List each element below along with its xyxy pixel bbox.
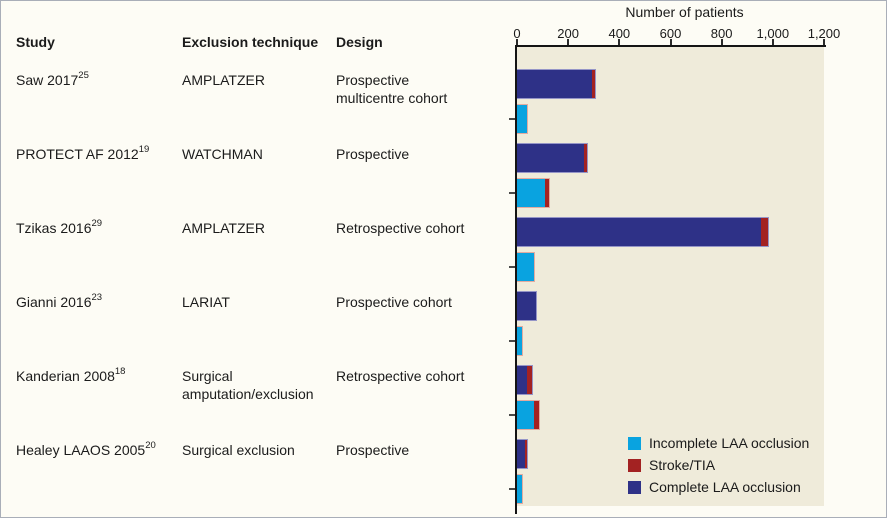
segment-incomplete-occlusion [517,253,534,281]
legend-swatch-incomplete-laa-occlusion [628,436,641,450]
legend-item-stroke-tia: Stroke/TIA [628,457,715,473]
segment-incomplete-occlusion [517,105,528,133]
study-cell-healey-laaos-2005: Healey LAAOS 200520 [16,440,156,458]
bar-incomplete-saw-2017 [517,104,529,134]
technique-cell-protect-af-2012: WATCHMAN [182,146,263,162]
bar-complete-protect-af-2012 [517,143,589,173]
bar-complete-saw-2017 [517,69,597,99]
bar-incomplete-gianni-2016 [517,326,524,356]
bar-complete-gianni-2016 [517,291,538,321]
x-tick-label-400: 400 [608,26,631,41]
x-tick-label-0: 0 [513,26,521,41]
segment-complete-occlusion [517,144,584,172]
technique-cell-gianni-2016: LARIAT [182,294,230,310]
y-axis-line [515,45,517,514]
bar-incomplete-protect-af-2012 [517,178,550,208]
column-header-exclusion-technique: Exclusion technique [182,34,319,50]
study-cell-protect-af-2012: PROTECT AF 201219 [16,144,150,162]
segment-stroke-tia [761,218,768,246]
x-tick-mark-800 [720,39,723,45]
segment-complete-occlusion [517,440,525,468]
bar-complete-tzikas-2016 [517,217,769,247]
y-tick-healey-laaos-2005 [509,488,515,490]
y-tick-tzikas-2016 [509,266,515,268]
study-cell-saw-2017: Saw 201725 [16,70,89,88]
study-cell-kanderian-2008: Kanderian 200818 [16,366,126,384]
study-cell-tzikas-2016: Tzikas 201629 [16,218,103,236]
segment-stroke-tia [583,144,588,172]
legend-swatch-stroke-tia [628,458,641,472]
legend-label: Incomplete LAA occlusion [649,435,810,451]
x-tick-mark-0 [516,39,518,45]
x-tick-mark-1200 [823,39,825,45]
x-tick-mark-200 [567,39,570,45]
x-tick-label-800: 800 [710,26,733,41]
x-tick-label-1000: 1,000 [756,26,790,41]
legend-label: Complete LAA occlusion [649,479,801,495]
design-cell-saw-2017: Prospective multicentre cohort [336,72,448,106]
y-tick-kanderian-2008 [509,414,515,416]
plot-area [517,47,824,506]
x-tick-label-1200: 1,200 [807,26,841,41]
design-cell-tzikas-2016: Retrospective cohort [336,220,465,236]
design-cell-protect-af-2012: Prospective [336,146,410,162]
technique-cell-tzikas-2016: AMPLATZER [182,220,265,236]
technique-cell-kanderian-2008: Surgical amputation/exclusion [182,368,314,402]
legend-item-incomplete-laa-occlusion: Incomplete LAA occlusion [628,435,809,451]
segment-stroke-tia [545,179,549,207]
column-header-design: Design [336,34,383,50]
y-tick-gianni-2016 [509,340,515,342]
segment-incomplete-occlusion [517,401,534,429]
x-tick-mark-400 [618,39,621,45]
x-tick-label-200: 200 [557,26,579,41]
segment-incomplete-occlusion [517,179,546,207]
y-tick-saw-2017 [509,118,515,120]
segment-complete-occlusion [517,70,593,98]
study-cell-gianni-2016: Gianni 201623 [16,292,103,310]
legend-label: Stroke/TIA [649,457,716,473]
technique-cell-saw-2017: AMPLATZER [182,72,265,88]
bar-complete-healey-laaos-2005 [517,439,529,469]
design-cell-healey-laaos-2005: Prospective [336,442,410,458]
bar-incomplete-kanderian-2008 [517,400,540,430]
segment-stroke-tia [592,70,596,98]
segment-stroke-tia [527,366,533,394]
bar-complete-kanderian-2008 [517,365,534,395]
bar-incomplete-tzikas-2016 [517,252,535,282]
legend-item-complete-laa-occlusion: Complete LAA occlusion [628,479,801,495]
x-tick-mark-1000 [771,39,774,45]
x-tick-mark-600 [669,39,672,45]
design-cell-gianni-2016: Prospective cohort [336,294,452,310]
segment-stroke-tia [524,440,528,468]
column-header-study: Study [16,34,55,50]
y-tick-protect-af-2012 [509,192,515,194]
segment-complete-occlusion [517,366,528,394]
segment-complete-occlusion [517,218,762,246]
chart-title: Number of patients [625,4,744,20]
bar-incomplete-healey-laaos-2005 [517,474,523,504]
x-tick-label-600: 600 [659,26,682,41]
segment-incomplete-occlusion [517,327,523,355]
legend-swatch-complete-laa-occlusion [628,480,641,494]
technique-cell-healey-laaos-2005: Surgical exclusion [182,442,295,458]
segment-complete-occlusion [517,292,537,320]
segment-stroke-tia [533,401,539,429]
design-cell-kanderian-2008: Retrospective cohort [336,368,465,384]
x-axis-line [516,45,826,47]
segment-incomplete-occlusion [517,475,522,503]
